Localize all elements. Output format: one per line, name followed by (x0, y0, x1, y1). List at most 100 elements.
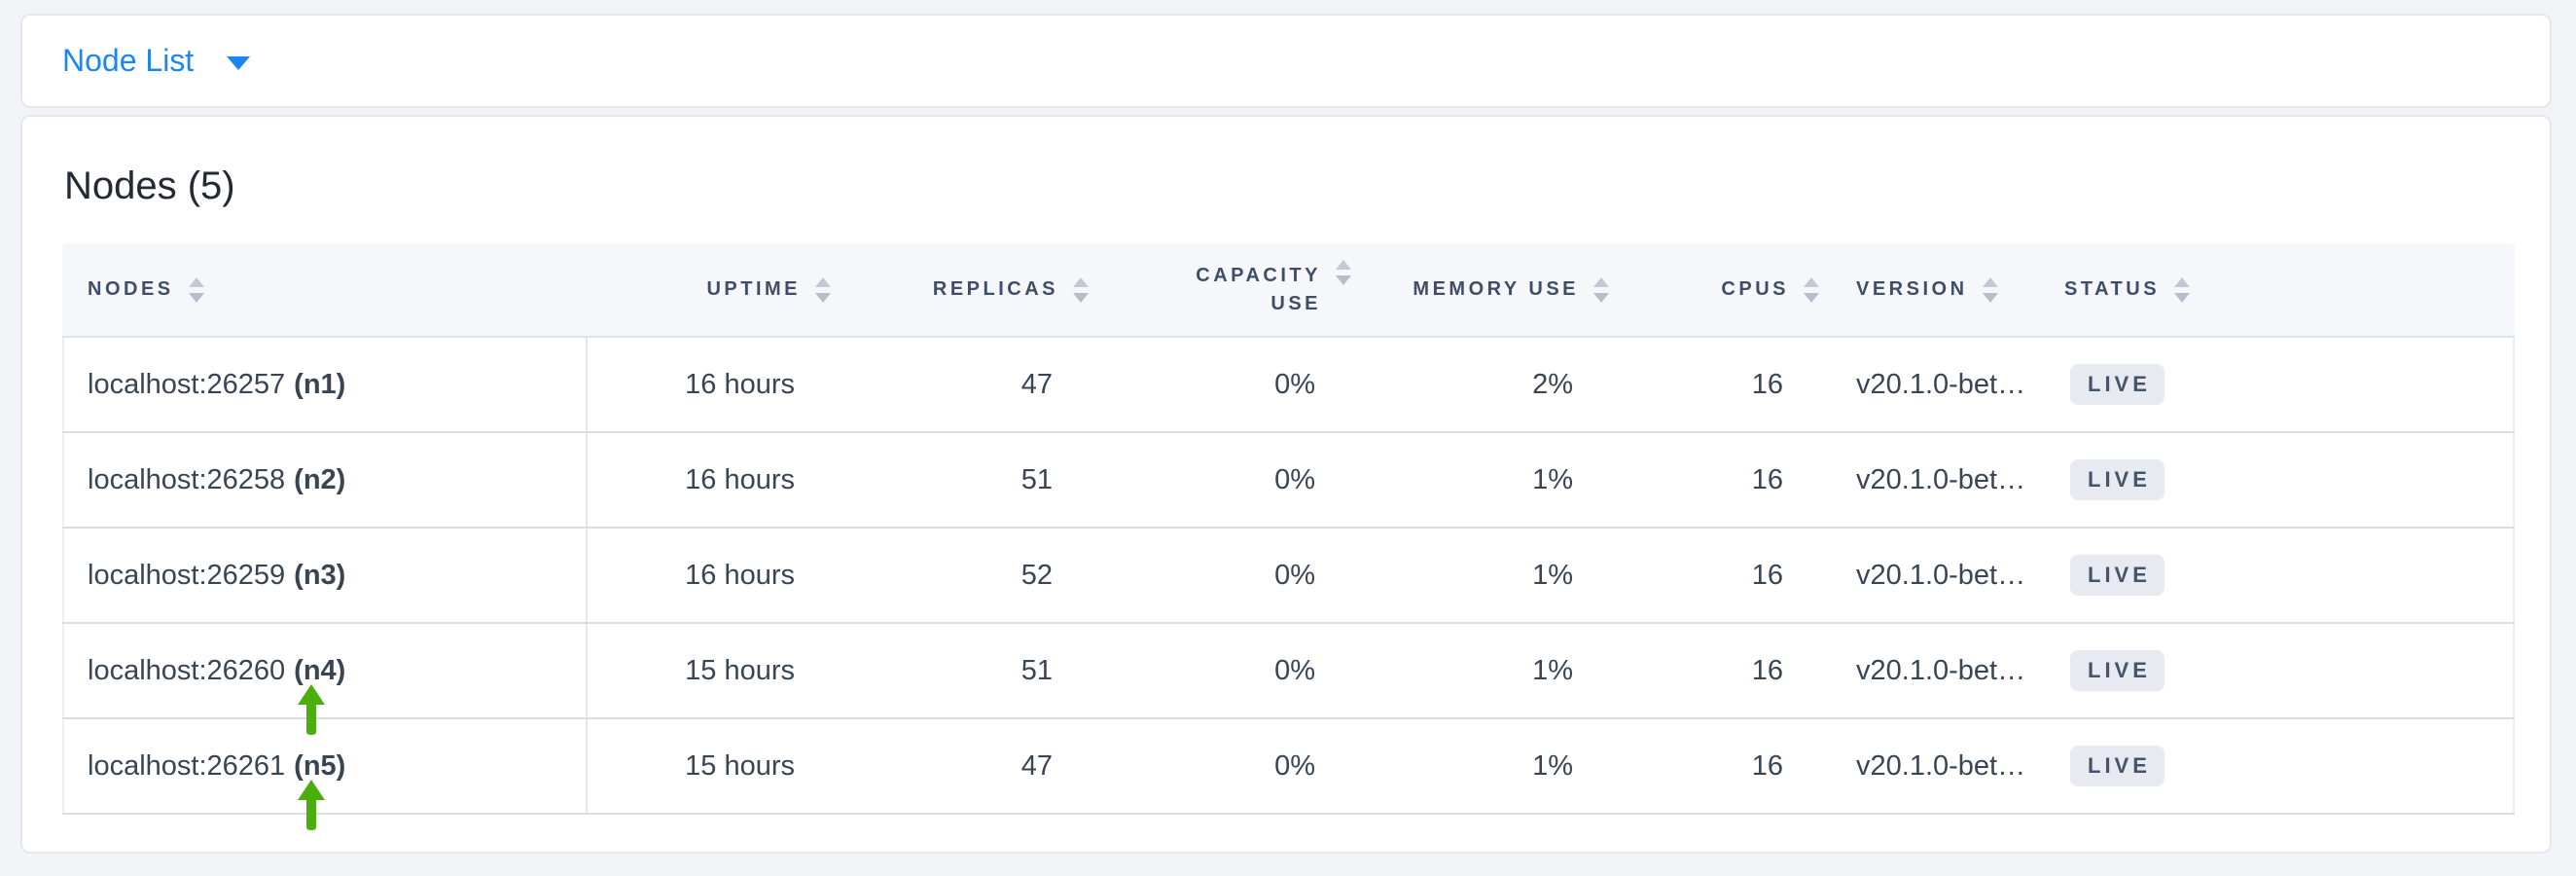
cell-memory_use: 1% (1532, 749, 1573, 782)
cell-replicas: 51 (1020, 463, 1053, 495)
sort-down-caret-icon (1804, 292, 1819, 303)
chevron-down-icon (227, 56, 251, 70)
cell-memory_use: 1% (1532, 654, 1573, 686)
column-header-label: UPTIME (706, 278, 801, 300)
cell-status: LIVE (2045, 624, 2515, 717)
cell-version: v20.1.0-bet… (1856, 559, 2026, 591)
sort-down-caret-icon (188, 292, 204, 303)
cell-cpus: 16 (1751, 463, 1783, 495)
cell-nodes: localhost:26259 (n3) (62, 529, 588, 622)
cell-capacity_use: 0% (1274, 654, 1315, 686)
cell-version: v20.1.0-bet… (1856, 749, 2026, 782)
cell-replicas: 47 (1020, 368, 1053, 400)
cell-version: v20.1.0-bet… (1856, 654, 2026, 686)
sort-icon (188, 276, 204, 303)
sort-up-caret-icon (1336, 260, 1351, 270)
view-selector-bar: Node List (20, 14, 2552, 108)
column-header-cpus[interactable]: CPUS (1617, 243, 1827, 336)
column-header-label: STATUS (2064, 278, 2161, 300)
column-header-nodes[interactable]: NODES (62, 243, 588, 336)
view-dropdown[interactable]: Node List (62, 43, 251, 79)
sort-down-caret-icon (815, 292, 831, 303)
cell-cpus: 16 (1751, 559, 1783, 591)
sort-icon (2174, 276, 2191, 303)
cell-cpus: 16 (1751, 368, 1783, 400)
green-up-arrow-icon (298, 780, 325, 830)
status-badge: LIVE (2070, 364, 2165, 405)
cell-replicas: 51 (1020, 654, 1053, 686)
cell-nodes: localhost:26258 (n2) (62, 433, 588, 527)
sort-icon (815, 276, 831, 303)
cell-uptime: 15 hours (685, 654, 795, 686)
status-badge: LIVE (2070, 555, 2165, 596)
column-header-label: MEMORY USE (1413, 278, 1579, 300)
table-row: localhost:26261 (n5) 15 hours 47 0% 1% 16 v20.1… (62, 719, 2515, 830)
node-id: (n1) (294, 368, 346, 400)
node-id: (n3) (294, 559, 346, 591)
cell-status: LIVE (2045, 529, 2515, 622)
node-address: localhost:26258 (88, 463, 286, 495)
column-header-capacity_use[interactable]: CAPACITY USE (1096, 243, 1359, 336)
cell-memory_use: 2% (1532, 368, 1573, 400)
column-header-version[interactable]: VERSION (1827, 243, 2045, 336)
cell-memory_use: 1% (1532, 559, 1573, 591)
cell-replicas: 47 (1020, 749, 1053, 782)
sort-down-caret-icon (1336, 275, 1351, 285)
status-badge: LIVE (2070, 746, 2165, 786)
cell-capacity_use: 0% (1274, 368, 1315, 400)
status-badge: LIVE (2070, 650, 2165, 691)
node-id: (n2) (294, 463, 346, 495)
sort-icon (1336, 260, 1351, 285)
sort-up-caret-icon (1982, 276, 1998, 287)
node-address: localhost:26261 (88, 749, 286, 782)
sort-up-caret-icon (1593, 276, 1609, 287)
sort-down-caret-icon (1593, 292, 1609, 303)
table-row: localhost:26260 (n4) 15 hours 51 0% 1% 16 v20.1… (62, 624, 2515, 735)
table-row: localhost:26257 (n1) 16 hours 47 0% 2% 16 v20.1… (62, 338, 2515, 433)
table-row: localhost:26259 (n3) 16 hours 52 0% 1% 16 v20.1… (62, 529, 2515, 624)
sort-up-caret-icon (1804, 276, 1819, 287)
cell-nodes: localhost:26261 (n5) (62, 719, 588, 813)
column-header-label: REPLICAS (932, 278, 1058, 300)
sort-up-caret-icon (1073, 276, 1089, 287)
sort-up-caret-icon (815, 276, 831, 287)
node-address: localhost:26259 (88, 559, 286, 591)
sort-down-caret-icon (2174, 292, 2191, 303)
sort-icon (1593, 276, 1609, 303)
cell-capacity_use: 0% (1274, 559, 1315, 591)
nodes-table: NODES UPTIME REPLICAS CAPACITY USE MEMOR… (62, 243, 2515, 830)
node-id: (n5) (294, 749, 346, 782)
column-header-status[interactable]: STATUS (2045, 243, 2515, 336)
cell-cpus: 16 (1751, 654, 1783, 686)
cell-status: LIVE (2045, 338, 2515, 431)
node-id: (n4) (294, 654, 346, 686)
cell-version: v20.1.0-bet… (1856, 463, 2026, 495)
sort-icon (1804, 276, 1819, 303)
page-title: Nodes (5) (64, 164, 235, 207)
column-header-uptime[interactable]: UPTIME (588, 243, 839, 336)
cell-status: LIVE (2045, 719, 2515, 813)
cell-replicas: 52 (1020, 559, 1053, 591)
cell-nodes: localhost:26260 (n4) (62, 624, 588, 717)
cell-status: LIVE (2045, 433, 2515, 527)
sort-icon (1073, 276, 1089, 303)
column-header-label: CPUS (1721, 278, 1789, 300)
cell-version: v20.1.0-bet… (1856, 368, 2026, 400)
node-address: localhost:26257 (88, 368, 286, 400)
column-header-label: CAPACITY USE (1196, 264, 1321, 314)
table-left-edge (62, 338, 64, 815)
sort-icon (1982, 276, 1998, 303)
node-address: localhost:26260 (88, 654, 286, 686)
cell-capacity_use: 0% (1274, 463, 1315, 495)
column-header-replicas[interactable]: REPLICAS (839, 243, 1096, 336)
sort-up-caret-icon (2174, 276, 2191, 287)
sort-up-caret-icon (188, 276, 204, 287)
cell-cpus: 16 (1751, 749, 1783, 782)
cell-uptime: 16 hours (685, 559, 795, 591)
nodes-card: Nodes (5) NODES UPTIME REPLICAS CAPACITY… (20, 115, 2552, 854)
view-dropdown-label: Node List (62, 43, 195, 78)
cell-uptime: 15 hours (685, 749, 795, 782)
column-header-memory_use[interactable]: MEMORY USE (1359, 243, 1617, 336)
cell-uptime: 16 hours (685, 463, 795, 495)
table-right-edge (2513, 338, 2515, 815)
